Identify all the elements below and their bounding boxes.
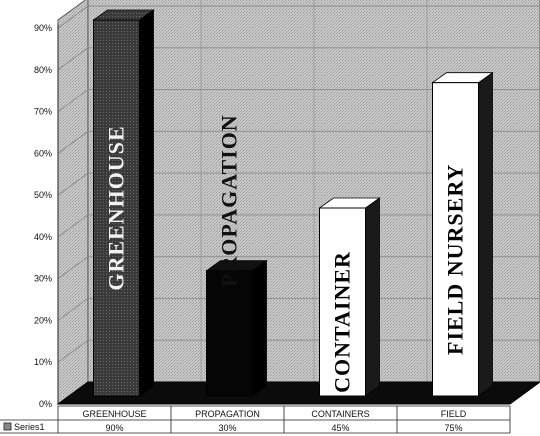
y-tick-label: 30% (34, 274, 52, 284)
y-tick-label: 20% (34, 315, 52, 325)
legend-key (3, 422, 12, 431)
bar-label: GREENHOUSE (104, 125, 129, 290)
data-label: 75% (444, 423, 462, 433)
legend-series-name: Series1 (14, 422, 45, 432)
y-tick-label: 0% (39, 399, 52, 409)
y-tick-label: 90% (34, 23, 52, 33)
bar-front (206, 270, 253, 397)
bar-side (252, 259, 267, 397)
bar-greenhouse: GREENHOUSE (92, 9, 155, 397)
bar-front (319, 207, 366, 397)
data-label: 45% (331, 423, 349, 433)
floor-surface (56, 381, 540, 405)
y-tick-label: 50% (34, 190, 52, 200)
bar-side (139, 9, 154, 397)
gridline (57, 172, 540, 196)
gridline (57, 47, 540, 71)
bar-field: FIELD NURSERY (431, 71, 494, 397)
x-tick-label: PROPAGATION (195, 409, 260, 419)
y-axis: 0% 10% 20% 30% 40% 50% 60% 70% 80% 90% (34, 23, 59, 409)
bar-front (93, 19, 140, 397)
gridline (57, 130, 540, 154)
gridline (57, 89, 540, 112)
x-tick-label: FIELD (441, 409, 467, 419)
data-label: 90% (105, 423, 123, 433)
data-label: 30% (218, 423, 236, 433)
bar-containers: CONTAINER (318, 197, 381, 397)
x-tick-label: GREENHOUSE (82, 409, 146, 419)
bar-label: CONTAINER (330, 251, 355, 393)
bar-front (432, 82, 479, 397)
bars: GREENHOUSE PROPAGATION CONTAINER FIELD NURS… (92, 9, 494, 397)
y-tick-label: 60% (34, 148, 52, 158)
data-table: GREENHOUSE 90% PROPAGATION 30% CONTAINERS 45%… (0, 405, 511, 434)
y-tick-label: 40% (34, 232, 52, 242)
gridline (57, 5, 540, 29)
y-tick-label: 10% (34, 357, 52, 367)
y-tick-label: 80% (34, 65, 52, 75)
y-tick-label: 70% (34, 107, 52, 117)
gridline (57, 339, 540, 363)
gridline (57, 214, 540, 238)
gridline (57, 256, 540, 280)
gridline (57, 297, 540, 321)
bar-label: PROPAGATION (217, 114, 242, 287)
chart-floor (56, 381, 540, 405)
bar-side (365, 197, 380, 397)
bar-side (478, 71, 493, 397)
bar-propagation: PROPAGATION (205, 114, 268, 397)
bar-label: FIELD NURSERY (443, 164, 468, 355)
x-tick-label: CONTAINERS (311, 409, 369, 419)
